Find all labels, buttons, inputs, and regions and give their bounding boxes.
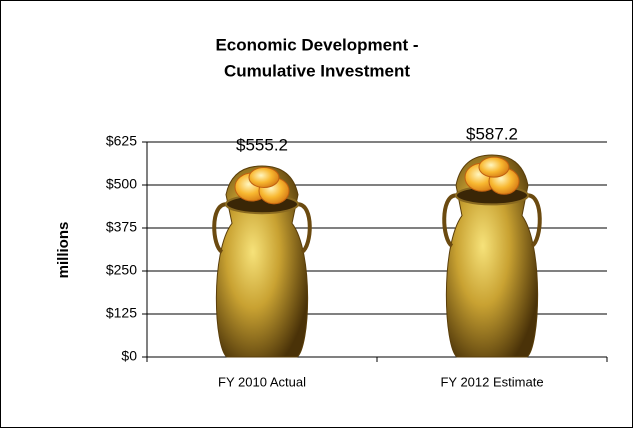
pot <box>445 154 539 358</box>
pot-handle <box>527 193 542 248</box>
data-label: $555.2 <box>236 135 288 154</box>
y-tick-label: $250 <box>106 262 137 278</box>
y-axis-label: millions <box>55 222 72 279</box>
coin <box>478 156 510 178</box>
y-tick-label: $500 <box>106 176 137 192</box>
coin <box>248 166 280 188</box>
pot <box>215 165 309 358</box>
y-tick-label: $625 <box>106 133 137 149</box>
x-tick-label: FY 2012 Estimate <box>440 374 543 389</box>
y-tick-label: $0 <box>121 348 137 364</box>
chart-title: Cumulative Investment <box>224 61 410 80</box>
y-tick-label: $375 <box>106 219 137 235</box>
pot-handle <box>442 193 457 248</box>
pot-handle <box>297 202 312 254</box>
y-tick-label: $125 <box>106 305 137 321</box>
data-label: $587.2 <box>466 124 518 143</box>
x-tick-label: FY 2010 Actual <box>218 374 306 389</box>
pot-handle <box>212 202 227 254</box>
chart-title: Economic Development - <box>215 35 418 54</box>
